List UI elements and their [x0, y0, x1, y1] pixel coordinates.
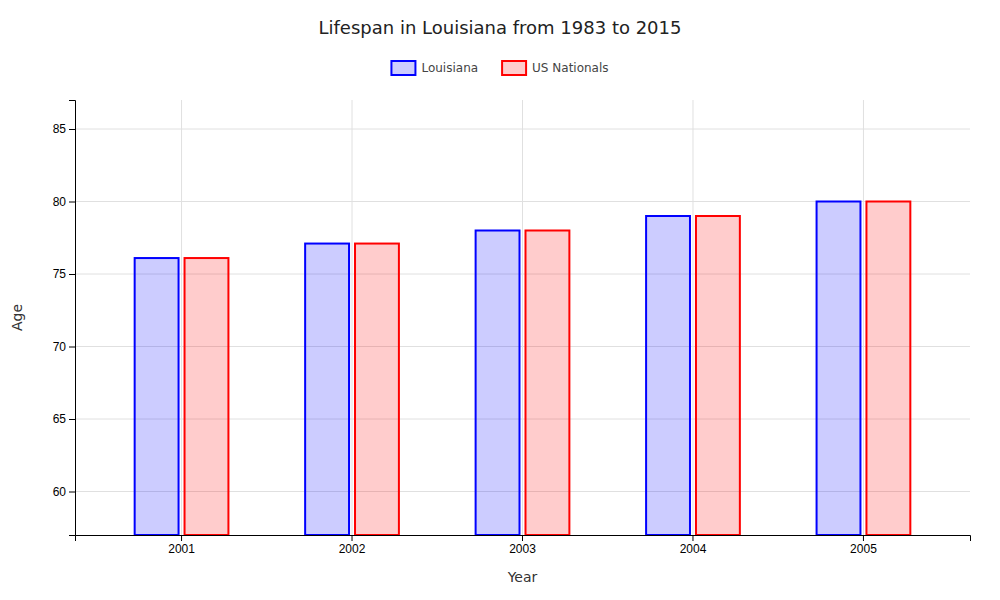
x-tick-mark — [352, 535, 353, 541]
grid — [75, 100, 970, 535]
legend-item: US Nationals — [502, 61, 608, 75]
x-tick-mark — [863, 535, 864, 541]
y-axis: 60 65 70 75 80 85 — [53, 101, 76, 536]
bar — [305, 244, 349, 535]
y-tick: 85 — [53, 122, 75, 136]
bars — [135, 202, 911, 536]
x-tick-mark — [522, 535, 523, 541]
y-tick-label: 80 — [53, 195, 67, 209]
bar — [866, 202, 910, 536]
x-tick: 2003 — [509, 535, 536, 556]
grid-line-x — [863, 100, 864, 535]
y-tick-mark — [69, 202, 75, 203]
bar — [646, 216, 690, 535]
grid-line-x — [692, 100, 693, 535]
y-tick: 65 — [53, 412, 75, 426]
bar-series — [185, 202, 911, 536]
y-tick-label: 75 — [53, 267, 67, 281]
y-axis-line — [69, 101, 76, 536]
x-tick-label: 2002 — [339, 542, 366, 556]
bar — [525, 231, 569, 536]
x-tick-label: 2001 — [168, 542, 195, 556]
x-tick: 2005 — [850, 535, 877, 556]
bar — [696, 216, 740, 535]
x-tick-label: 2005 — [850, 542, 877, 556]
chart-svg: 2001 2002 2003 2004 2005 60 65 70 75 80 85 Year Age L… — [0, 0, 1000, 600]
y-tick-label: 85 — [53, 122, 67, 136]
legend-label: Louisiana — [421, 61, 478, 75]
legend-swatch — [391, 61, 415, 75]
y-tick-mark — [69, 129, 75, 130]
y-tick-label: 70 — [53, 340, 67, 354]
y-tick-mark — [69, 347, 75, 348]
legend-item: Louisiana — [391, 61, 478, 75]
y-tick-mark — [69, 419, 75, 420]
y-axis-title: Age — [9, 304, 25, 331]
x-tick-label: 2003 — [509, 542, 536, 556]
x-tick-mark — [181, 535, 182, 541]
legend: Louisiana US Nationals — [391, 61, 608, 75]
y-tick-mark — [69, 274, 75, 275]
bar — [135, 258, 179, 535]
x-axis-title: Year — [507, 569, 538, 585]
y-tick: 75 — [53, 267, 75, 281]
legend-label: US Nationals — [532, 61, 608, 75]
x-tick-mark — [692, 535, 693, 541]
title: Lifespan in Louisiana from 1983 to 2015 — [319, 17, 682, 38]
grid-line-x — [181, 100, 182, 535]
x-tick: 2001 — [168, 535, 195, 556]
y-tick: 70 — [53, 340, 75, 354]
grid-line-x — [352, 100, 353, 535]
y-tick: 60 — [53, 485, 75, 499]
x-tick: 2002 — [339, 535, 366, 556]
plot-area: 2001 2002 2003 2004 2005 60 65 70 75 80 85 — [53, 100, 971, 556]
grid-line-x — [522, 100, 523, 535]
y-tick-label: 60 — [53, 485, 67, 499]
bar-series — [135, 202, 861, 536]
y-tick: 80 — [53, 195, 75, 209]
legend-swatch — [502, 61, 526, 75]
bar — [355, 244, 399, 535]
bar — [185, 258, 229, 535]
bar — [817, 202, 861, 536]
y-tick-label: 65 — [53, 412, 67, 426]
x-axis: 2001 2002 2003 2004 2005 — [76, 535, 971, 556]
x-tick: 2004 — [680, 535, 707, 556]
x-axis-line — [76, 536, 971, 542]
bar — [476, 231, 520, 536]
x-tick-label: 2004 — [680, 542, 707, 556]
y-tick-mark — [69, 492, 75, 493]
